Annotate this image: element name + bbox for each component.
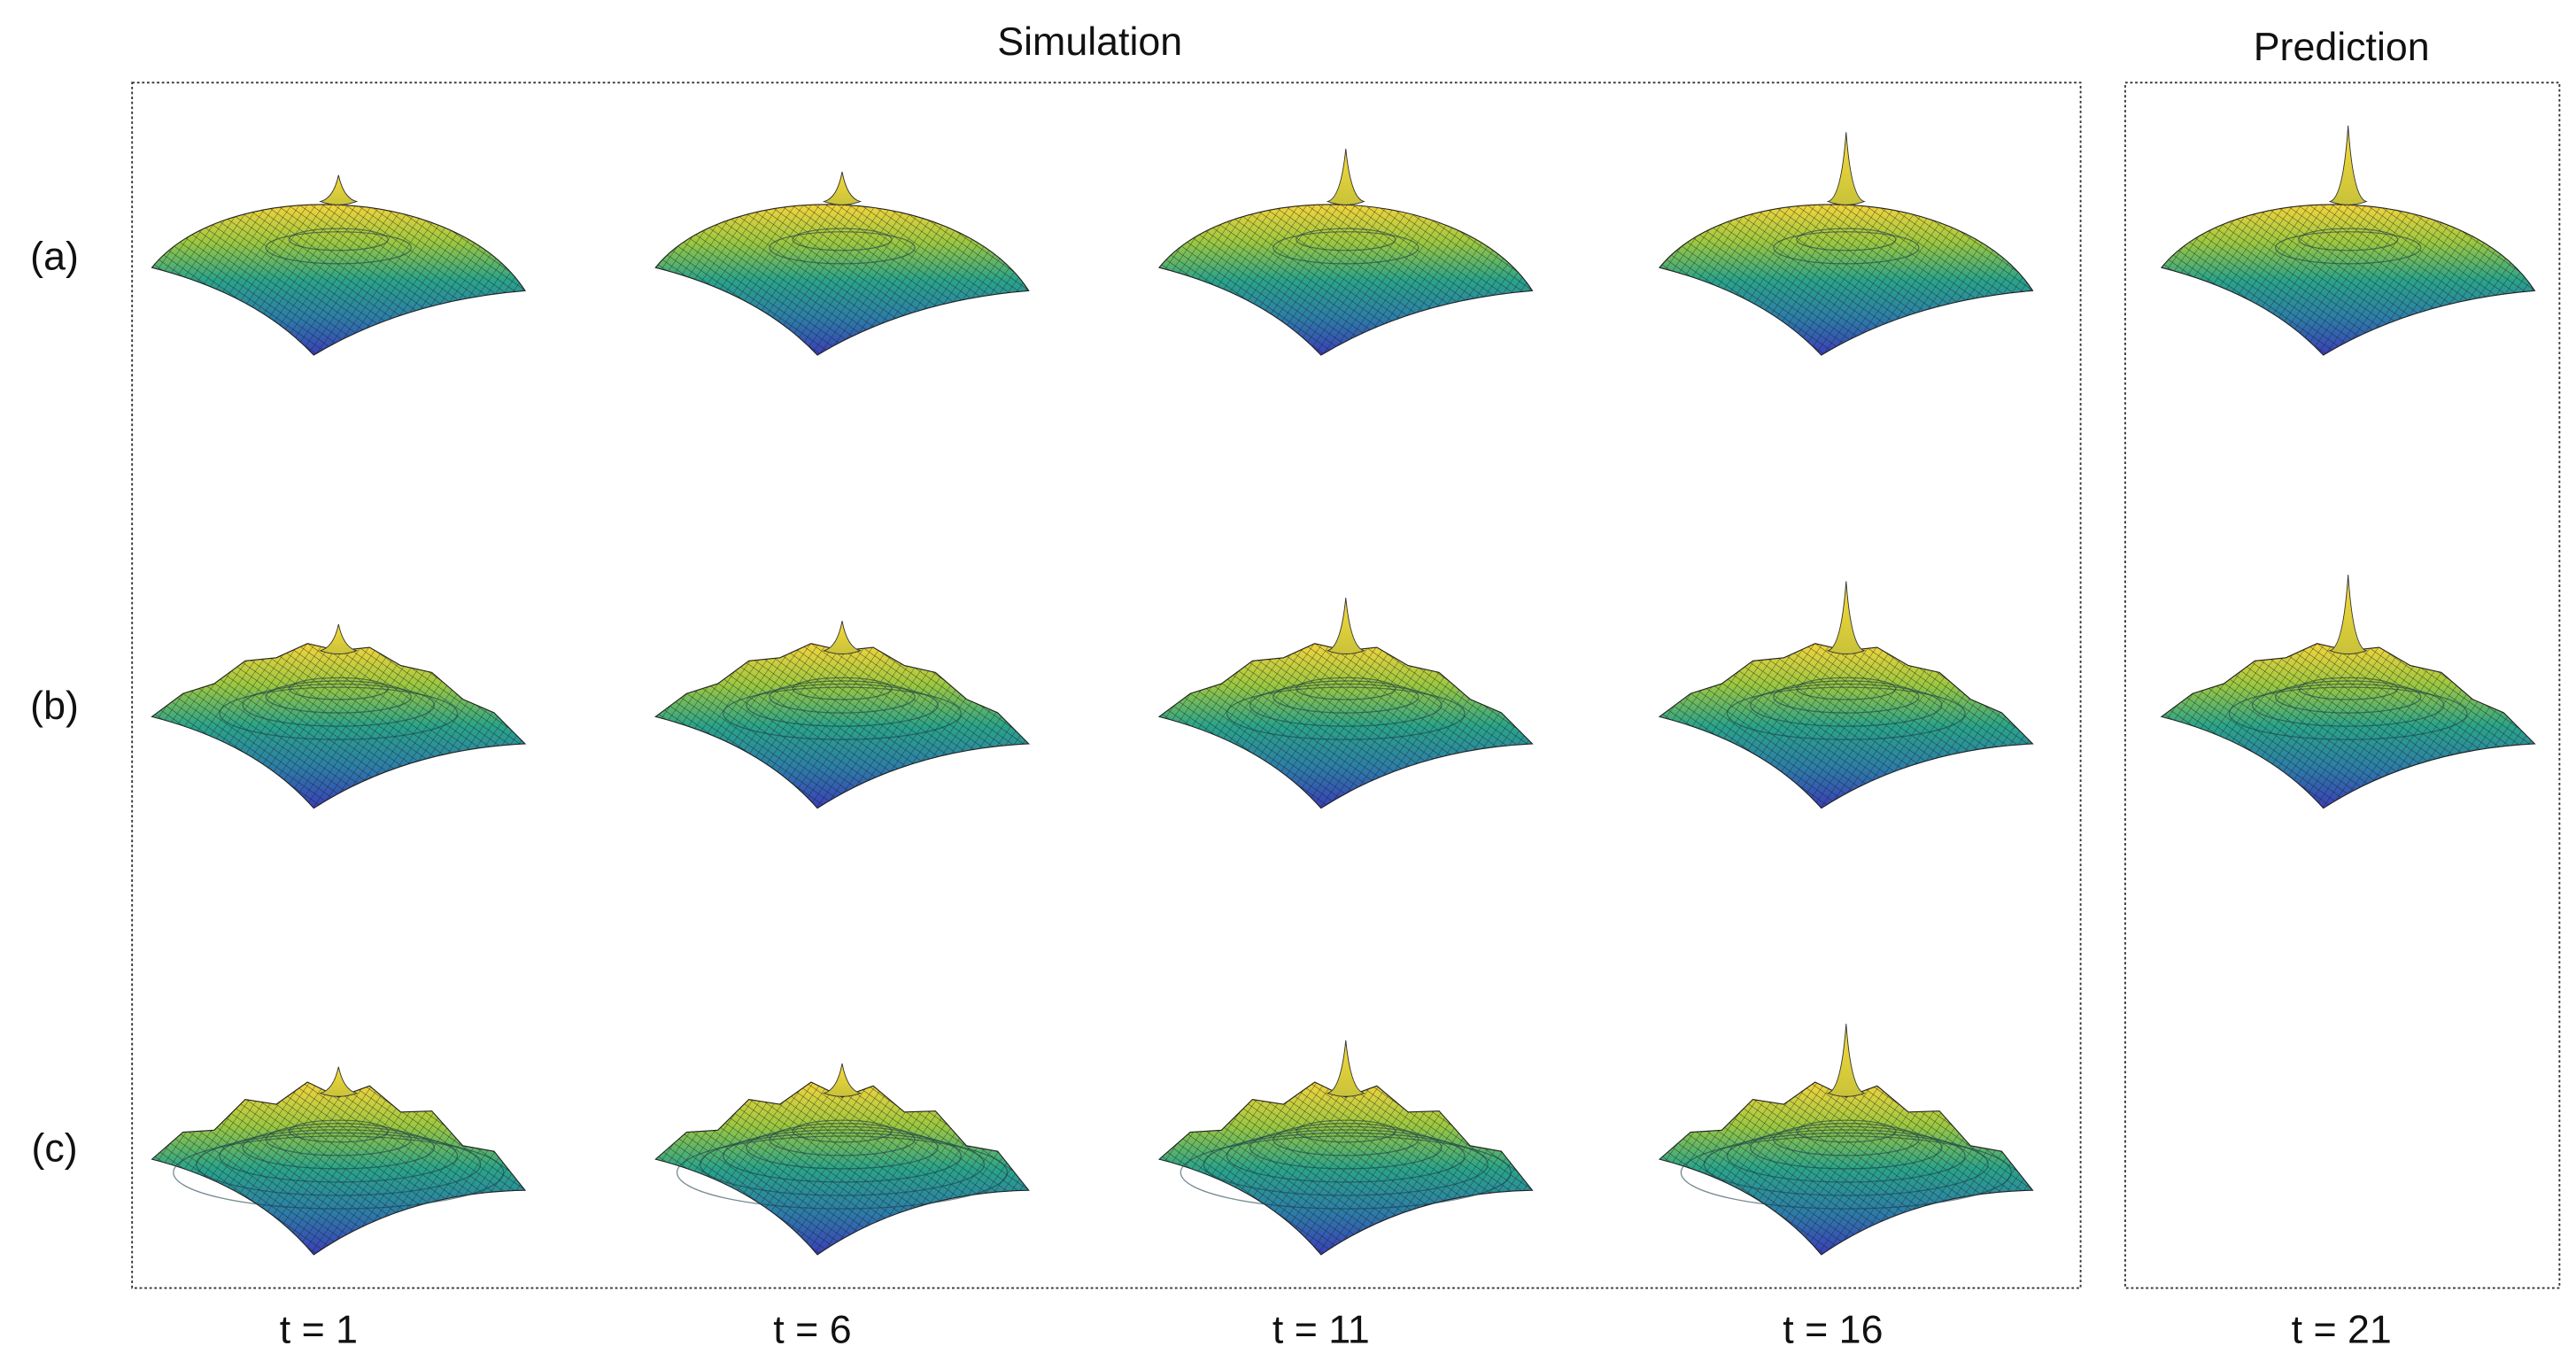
ridge <box>769 231 916 265</box>
simulation-frame <box>131 81 2082 1289</box>
ridge <box>676 1135 1009 1210</box>
column-label: t = 16 <box>1783 1308 1883 1352</box>
ridge <box>242 683 436 727</box>
ridge <box>173 1135 505 1210</box>
ridge <box>288 677 389 700</box>
peak <box>822 1063 863 1097</box>
ridge <box>1796 1119 1897 1143</box>
surface-mesh <box>1659 204 2034 356</box>
row-label: (a) <box>30 235 79 279</box>
peak <box>822 171 863 205</box>
ridge <box>1296 228 1396 251</box>
ridge <box>1249 1125 1443 1170</box>
peak <box>1826 1024 1866 1097</box>
ridge <box>2274 231 2422 265</box>
ridge <box>219 686 459 740</box>
ridge <box>1703 1132 1989 1196</box>
surface-mesh <box>2160 204 2536 356</box>
surfaces <box>151 125 2536 1256</box>
surface-plot <box>1659 132 2034 356</box>
ridge <box>1273 680 1420 714</box>
ridge <box>769 680 916 714</box>
peak <box>319 623 359 654</box>
peak <box>822 621 863 654</box>
ridge <box>1796 677 1897 700</box>
peak <box>1326 148 1365 205</box>
ridge <box>2228 686 2468 740</box>
ridge <box>1773 231 1920 265</box>
column-label: t = 21 <box>2292 1308 2392 1352</box>
ridge <box>196 1132 482 1196</box>
ridge <box>699 1132 986 1196</box>
surface-plot <box>654 1063 1030 1256</box>
ridge <box>1680 1135 2012 1210</box>
peak <box>319 174 359 205</box>
ridge <box>1296 677 1396 700</box>
ridge <box>723 1129 962 1183</box>
ridge <box>1773 680 1920 714</box>
ridge <box>1249 683 1443 727</box>
ridge <box>792 677 893 700</box>
surface-plot <box>151 174 526 356</box>
surface-mesh <box>1158 204 1534 356</box>
peak <box>2328 574 2368 654</box>
ridge <box>1749 1125 1943 1170</box>
column-label: t = 1 <box>280 1308 358 1352</box>
ridge <box>723 686 962 740</box>
ridge <box>288 1119 389 1143</box>
ridge <box>2274 680 2422 714</box>
ridge <box>746 683 939 727</box>
ridge <box>1726 1129 1966 1183</box>
surface-plot <box>654 621 1031 809</box>
ridge <box>746 1125 939 1170</box>
surface-mesh <box>151 204 526 356</box>
surface-plot <box>1157 598 1534 809</box>
prediction-frame <box>2123 81 2561 1289</box>
row-label: (c) <box>31 1126 77 1171</box>
column-label: t = 11 <box>1273 1308 1370 1352</box>
surface-plot <box>2160 574 2536 809</box>
peak <box>1326 598 1365 654</box>
ridge <box>2251 683 2445 727</box>
ridge <box>1726 686 1966 740</box>
ridge <box>1273 231 1420 265</box>
surface-plot <box>1157 1040 1534 1256</box>
ridge <box>1226 1129 1466 1183</box>
ridge <box>1749 683 1943 727</box>
ridge <box>288 228 389 251</box>
surface-plot <box>151 623 527 809</box>
surface-plot <box>1658 581 2034 809</box>
surface-plot <box>151 1066 527 1256</box>
surface-mesh <box>654 204 1030 356</box>
row-label: (b) <box>30 684 79 728</box>
simulation-title: Simulation <box>997 19 1182 64</box>
ridge <box>2298 228 2399 251</box>
ridge <box>1796 228 1897 251</box>
peak <box>1826 581 1866 654</box>
surface-plot <box>654 171 1030 356</box>
ridge <box>1180 1135 1512 1210</box>
peak <box>1326 1040 1365 1097</box>
peak <box>319 1066 359 1097</box>
ridge <box>1296 1119 1396 1143</box>
peak <box>1826 132 1866 205</box>
column-label: t = 6 <box>773 1308 851 1352</box>
ridge <box>242 1125 436 1170</box>
ridge <box>219 1129 459 1183</box>
ridge <box>792 1119 893 1143</box>
peak <box>2328 125 2368 205</box>
ridge <box>1226 686 1466 740</box>
ridge <box>2298 677 2399 700</box>
ridge <box>1203 1132 1489 1196</box>
prediction-title: Prediction <box>2254 25 2430 69</box>
surface-plot <box>1158 148 1534 356</box>
surface-plot <box>2160 125 2536 356</box>
ridge <box>792 228 893 251</box>
ridge <box>265 231 412 265</box>
ridge <box>265 680 412 714</box>
surface-plot <box>1658 1024 2034 1256</box>
